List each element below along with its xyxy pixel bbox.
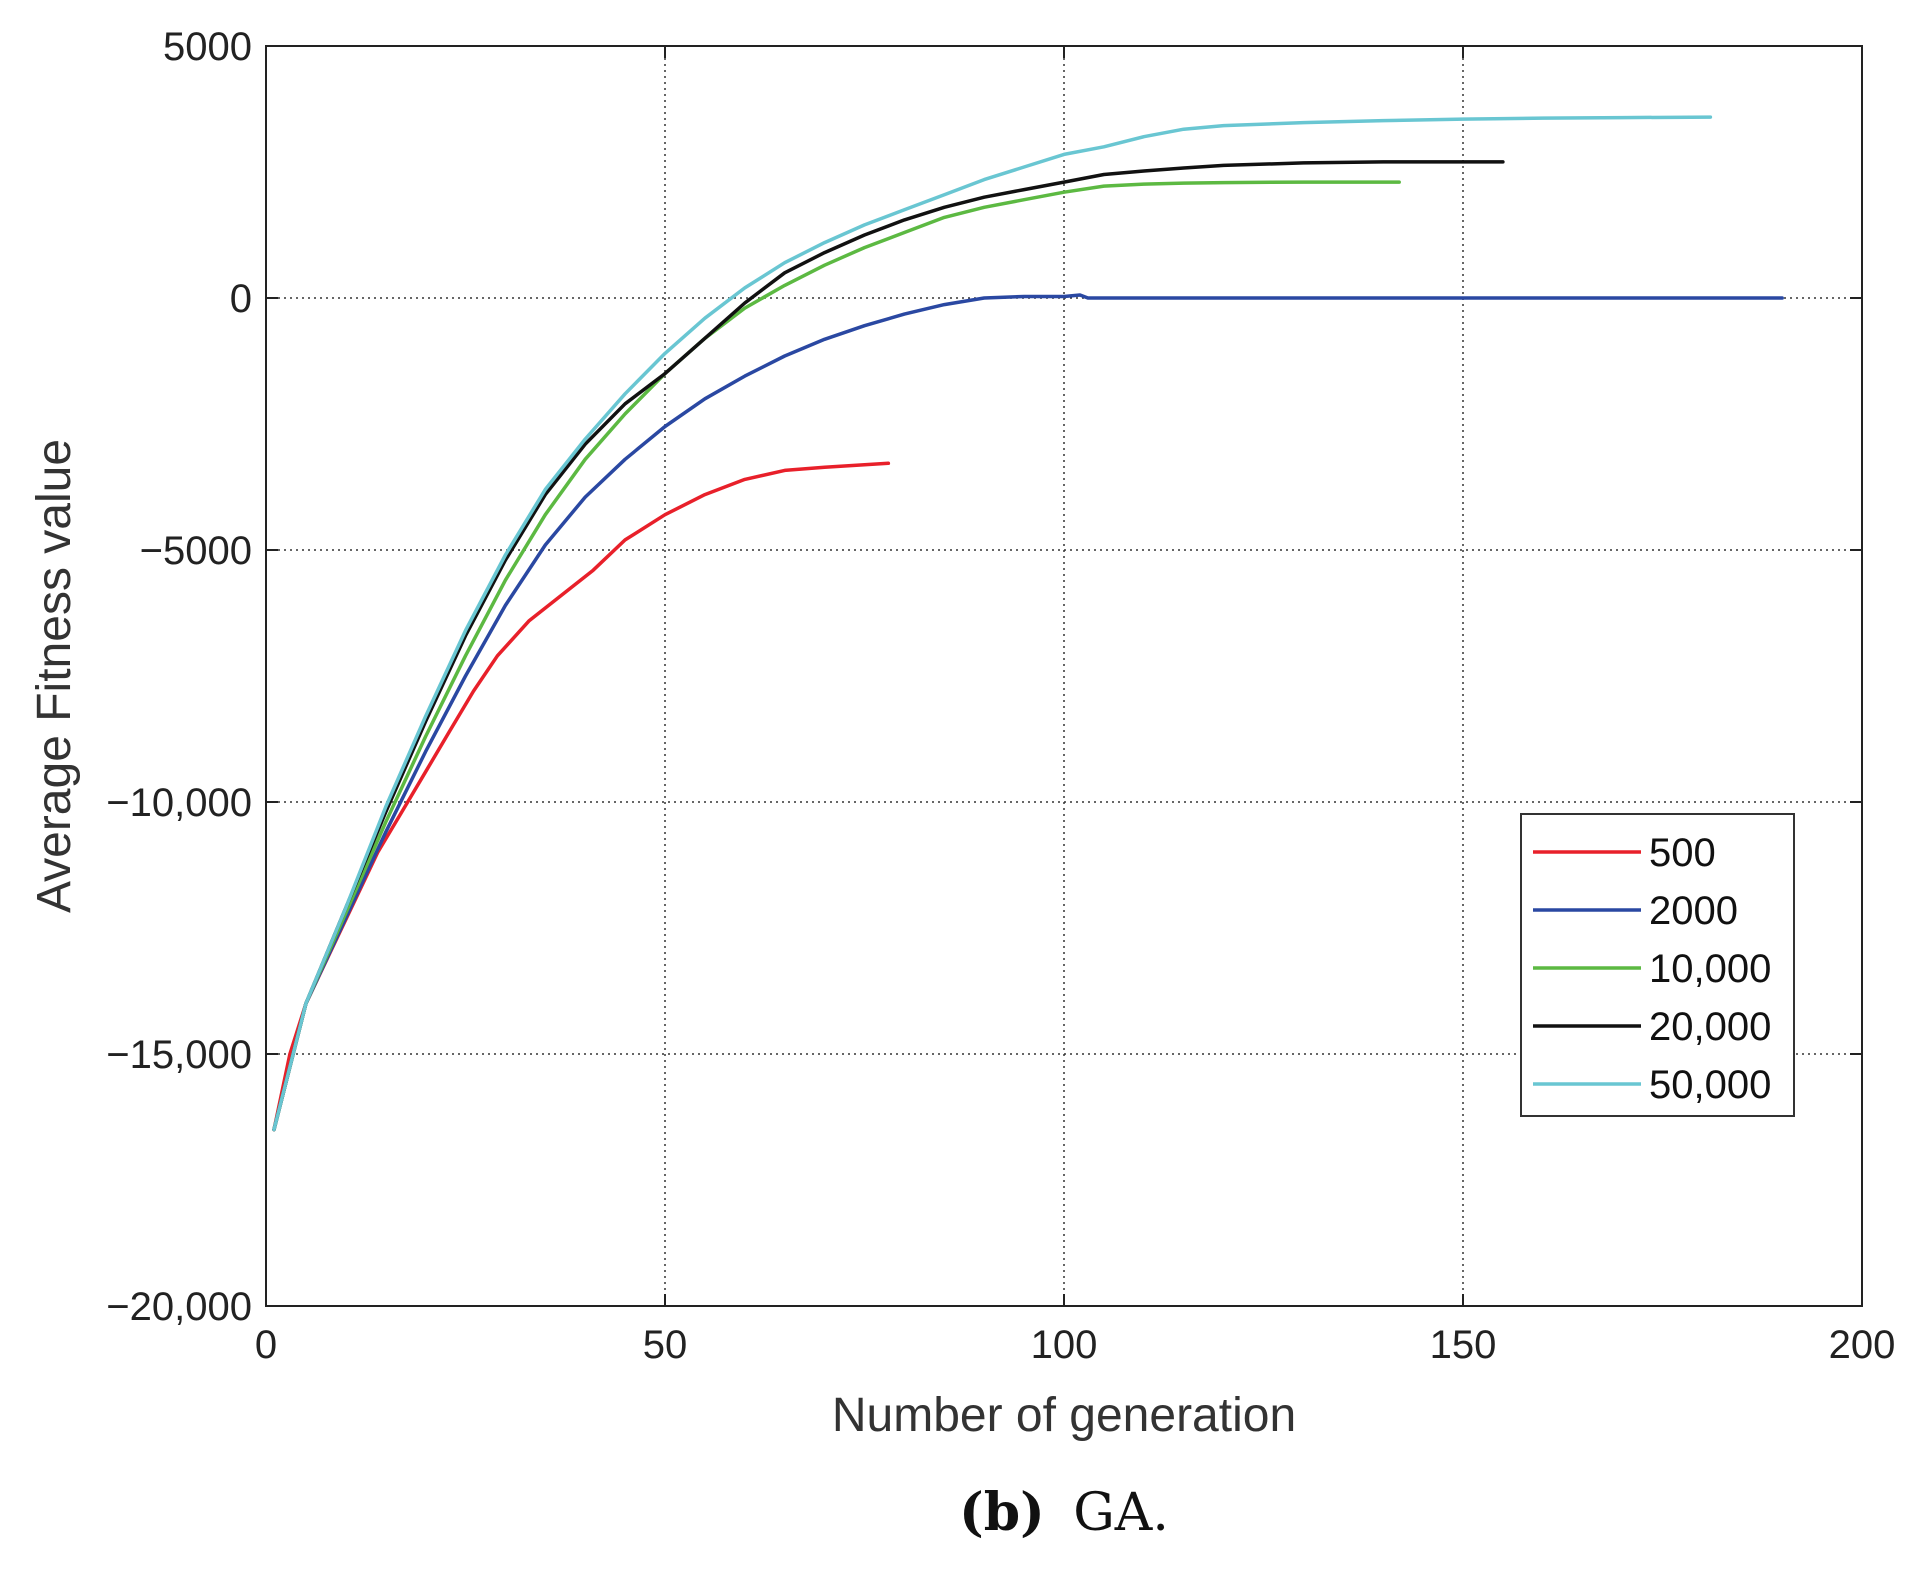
series-line-50000 (272, 115, 1713, 1132)
legend-label: 20,000 (1649, 1005, 1771, 1049)
x-tick-label: 0 (255, 1323, 277, 1367)
grid-lines (266, 46, 1862, 1306)
x-axis-label: Number of generation (832, 1389, 1296, 1442)
y-tick-label: −10,000 (106, 781, 252, 825)
caption-body: GA. (1073, 1483, 1169, 1543)
series-line-10000 (272, 180, 1401, 1132)
series-line-500 (272, 461, 891, 1132)
x-tick-label: 200 (1829, 1323, 1896, 1367)
legend-label: 10,000 (1649, 947, 1771, 991)
legend-frame (1520, 813, 1795, 1117)
y-tick-label: 0 (230, 277, 252, 321)
y-tick-label: −5000 (140, 529, 252, 573)
y-tick-label: −20,000 (106, 1285, 252, 1329)
caption-text: (b) GA. (959, 1482, 1169, 1543)
x-tick-label: 100 (1031, 1323, 1098, 1367)
x-tick-label: 50 (643, 1323, 688, 1367)
series-line-2000 (272, 293, 1784, 1132)
series-line-20000 (272, 160, 1505, 1132)
figure-caption: (b) GA. (959, 1482, 1169, 1543)
y-axis-label: Average Fitness value (28, 439, 81, 913)
legend-items: 500 2000 10,000 20,000 50,000 (1533, 831, 1771, 1107)
y-tick-label: −15,000 (106, 1033, 252, 1077)
series-lines (272, 115, 1784, 1132)
legend-label: 50,000 (1649, 1063, 1771, 1107)
caption-label: (b) (959, 1482, 1045, 1543)
axis-ticks: 0 50 100 150 200 5000 0 −5000 −10,000 −15,000 −20,… (106, 25, 1895, 1367)
legend-label: 500 (1649, 831, 1716, 875)
x-tick-label: 150 (1430, 1323, 1497, 1367)
legend-label: 2000 (1649, 889, 1738, 933)
y-tick-label: 5000 (163, 25, 252, 69)
legend: 500 2000 10,000 20,000 50,000 (1520, 813, 1795, 1117)
